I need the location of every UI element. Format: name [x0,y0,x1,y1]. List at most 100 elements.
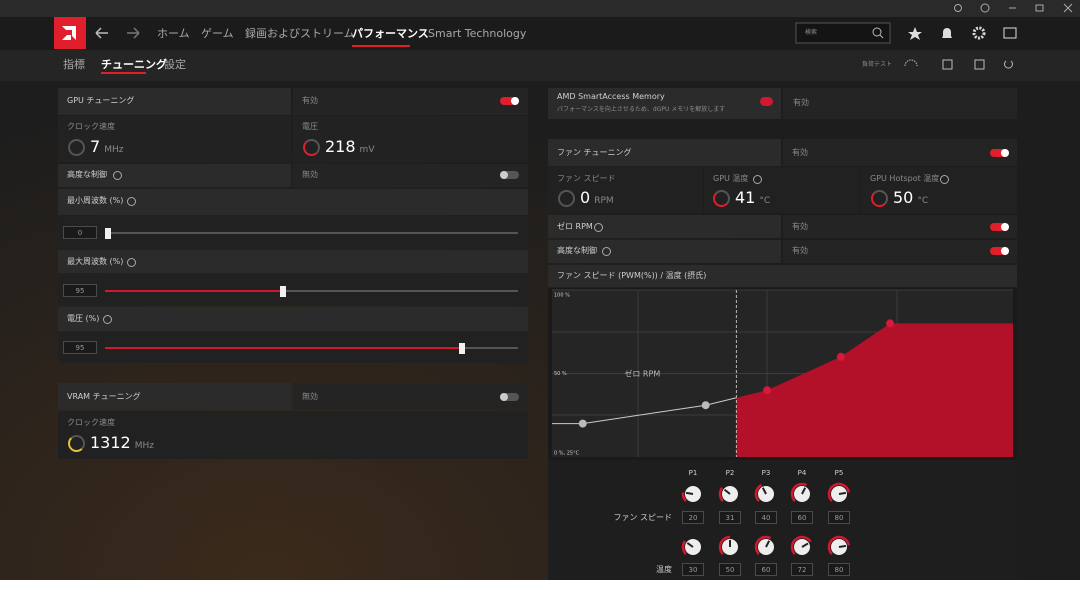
toggle[interactable] [990,149,1009,157]
knob-dial[interactable] [718,535,738,555]
knob-dial[interactable] [827,482,851,502]
nav-item[interactable]: ゲーム [201,27,234,40]
knob-dial[interactable] [790,482,810,502]
help-icon[interactable] [594,223,603,232]
help-icon[interactable] [127,258,136,267]
search-placeholder[interactable]: 検索 [805,29,818,36]
temp-value[interactable]: 50 [719,563,741,576]
knob[interactable] [754,535,778,559]
panel [293,116,528,162]
point-label: P1 [688,469,698,477]
settings-icon[interactable] [972,26,986,40]
knob[interactable] [790,482,814,506]
panel [58,116,291,162]
curve-point[interactable] [886,319,895,328]
knob[interactable] [681,482,705,506]
close-button[interactable] [1063,3,1073,13]
slider-value[interactable]: 95 [63,341,97,354]
toggle[interactable] [500,97,519,105]
slider-thumb[interactable] [105,228,111,239]
restore-button[interactable] [1035,4,1044,12]
knob[interactable] [827,482,851,506]
help-icon[interactable] [103,315,112,324]
nav-item[interactable]: Smart Technology [428,27,527,40]
nav-item[interactable]: ホーム [157,27,190,40]
help-icon[interactable] [602,247,611,256]
nav-item[interactable]: 録画およびストリーム [245,27,355,40]
toggle[interactable] [990,223,1009,231]
bug-icon[interactable] [954,4,962,12]
reading-unit: mV [359,145,375,155]
curve-point[interactable] [578,419,587,428]
gauge [713,190,730,207]
back-button[interactable] [95,27,108,39]
section-title: ファン チューニング [557,148,632,157]
reading-value: 1312 [90,433,131,452]
label: クロック速度 [67,418,115,427]
toggle[interactable] [500,393,519,401]
help-icon[interactable] [127,197,136,206]
temp-value[interactable]: 60 [755,563,777,576]
knob[interactable] [754,482,778,506]
knob-dial[interactable] [718,486,738,502]
panel [548,265,1017,287]
subnav-item[interactable]: 指標 [63,58,85,71]
chart-title: ファン スピード (PWM(%)) / 温度 (摂氏) [557,271,707,280]
knob-dial[interactable] [754,483,774,502]
state: 有効 [792,148,808,157]
stress-test-label[interactable]: 負荷テスト [862,61,893,68]
curve-point[interactable] [836,352,845,361]
knob[interactable] [790,535,814,559]
forward-button[interactable] [127,27,140,39]
knob-dial[interactable] [754,535,774,555]
knob[interactable] [827,535,851,559]
search-box[interactable] [795,22,891,44]
slider-thumb[interactable] [280,286,286,297]
help-icon[interactable] [113,171,122,180]
help-icon[interactable] [980,3,990,13]
subnav-item[interactable]: 設定 [164,58,186,71]
help-icon[interactable] [753,175,762,184]
export-icon[interactable] [974,59,985,70]
curve-point[interactable] [763,386,772,395]
nav-item[interactable]: パフォーマンス [352,27,429,40]
speed-value[interactable]: 80 [828,511,850,524]
panel [58,307,528,331]
title-bar [0,0,1080,17]
knob-dial[interactable] [790,535,812,555]
slider-thumb[interactable] [459,343,465,354]
reset-icon[interactable] [1004,60,1013,69]
panel [783,139,1017,166]
edit-icon[interactable] [942,59,953,70]
knob[interactable] [681,535,705,559]
reading-value: 41 [735,188,756,207]
amd-logo[interactable] [54,17,86,49]
help-icon[interactable] [940,175,949,184]
slider-value[interactable]: 0 [63,226,97,239]
temp-value[interactable]: 72 [791,563,813,576]
stress-test-icon[interactable] [904,59,918,67]
subnav-item[interactable]: チューニング [101,58,167,71]
speed-value[interactable]: 40 [755,511,777,524]
toggle[interactable] [990,247,1009,255]
knob[interactable] [718,535,742,559]
knob[interactable] [718,482,742,506]
speed-value[interactable]: 31 [719,511,741,524]
temp-value[interactable]: 80 [828,563,850,576]
layout-icon[interactable] [1003,27,1017,39]
favorites-icon[interactable] [908,27,922,40]
reading: 41 °C [735,189,770,210]
speed-value[interactable]: 20 [682,511,704,524]
speed-value[interactable]: 60 [791,511,813,524]
knob-dial[interactable] [681,539,701,555]
knob-dial[interactable] [827,535,851,555]
curve-point[interactable] [701,401,710,410]
slider-value[interactable]: 95 [63,284,97,297]
row-label: 温度 [656,565,672,574]
knob-arc [827,535,851,555]
temp-value[interactable]: 30 [682,563,704,576]
toggle[interactable] [500,171,519,179]
notifications-icon[interactable] [942,28,952,38]
knob-dial[interactable] [681,486,701,502]
y-tick-label: 50 % [554,371,567,377]
